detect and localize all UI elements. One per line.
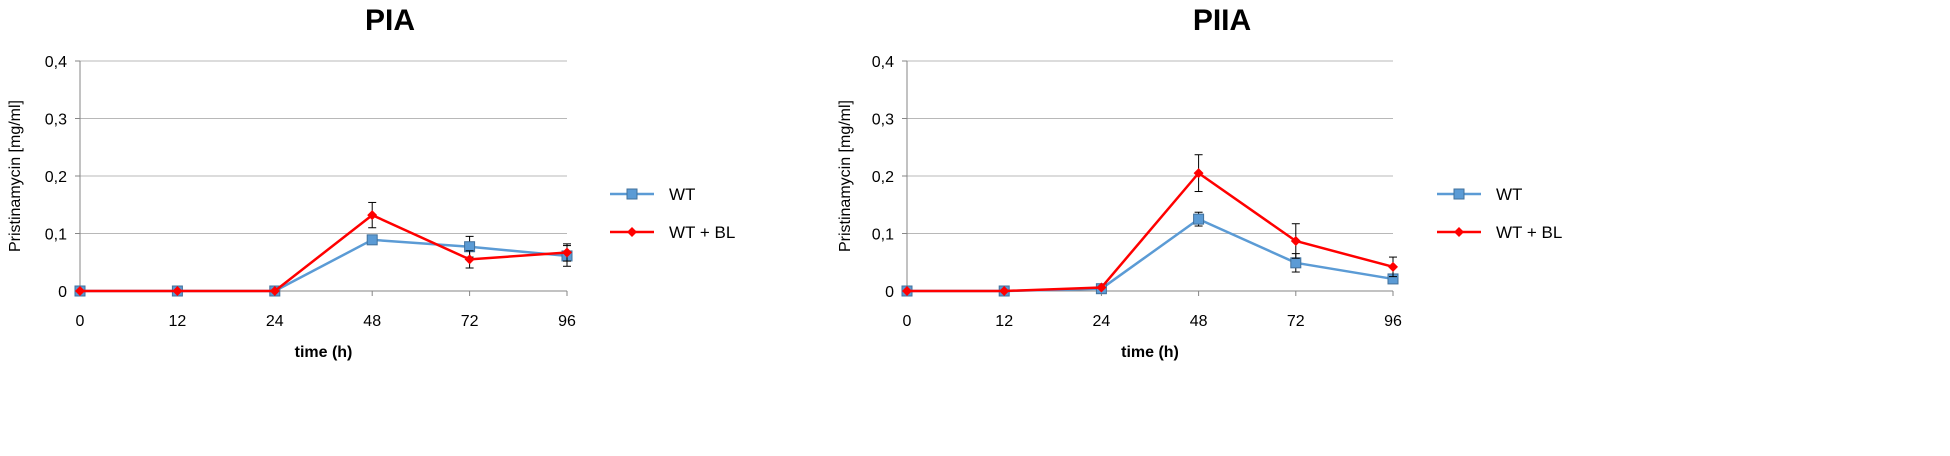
data-point [1193,213,1205,225]
legend-marker [1453,188,1465,200]
y-tick-label: 0,1 [872,227,894,244]
y-tick-label: 0,1 [45,227,67,244]
x-tick-label: 24 [1093,313,1111,330]
chart-panel-piia: PIIA 0 0,1 0,2 0,3 0,4 0 12 24 48 72 96 time (h) Pris… [826,0,1950,451]
data-point [464,241,476,253]
chart-piia: PIIA 0 0,1 0,2 0,3 0,4 0 12 24 48 72 96 time (h) Pris… [837,4,1562,361]
y-axis-label: Pristinamycin [mg/ml] [7,100,24,252]
x-axis-label: time (h) [295,344,353,361]
x-tick-label: 96 [1384,313,1402,330]
legend-label: WT [669,185,695,204]
chart-pia: PIA 0 0,1 0,2 0,3 0,4 0 12 24 48 72 96 time (h) Prist… [7,4,735,361]
x-tick-label: 12 [169,313,187,330]
data-point [1290,235,1301,246]
y-axis-label: Pristinamycin [mg/ml] [837,100,854,252]
legend-label: WT + BL [669,223,735,242]
series-line-wt-bl [907,171,1394,293]
data-point [269,286,280,296]
data-point [75,286,85,296]
x-tick-label: 72 [461,313,479,330]
data-point [1290,257,1302,269]
y-tick-label: 0,2 [45,169,67,186]
legend-label: WT [1496,185,1522,204]
legend-marker [1454,227,1464,237]
chart-panel-pia: PIA 0 0,1 0,2 0,3 0,4 0 12 24 48 72 96 time (h) Prist… [0,0,975,451]
data-point [999,286,1010,296]
legend-label: WT + BL [1496,223,1562,242]
y-tick-label: 0 [58,284,67,301]
x-tick-label: 0 [903,313,912,330]
y-tick-label: 0,2 [872,169,894,186]
y-tick-label: 0,3 [45,112,67,129]
data-point [1096,282,1107,293]
x-tick-label: 72 [1287,313,1305,330]
y-tick-label: 0 [885,284,894,301]
y-tick-label: 0,3 [872,112,894,129]
data-point [562,247,572,258]
y-tick-label: 0,4 [45,54,67,71]
series-line-wt [80,238,568,293]
chart-title: PIA [365,4,415,37]
x-tick-label: 48 [1190,313,1208,330]
series-line-wt-bl [80,213,568,293]
x-tick-label: 48 [363,313,381,330]
legend-marker [626,188,638,200]
x-tick-label: 96 [558,313,576,330]
chart-title: PIIA [1193,4,1251,37]
data-point [464,254,475,265]
x-tick-label: 0 [76,313,85,330]
data-point [1193,168,1204,179]
data-point [1388,261,1398,272]
data-point [367,210,378,221]
data-point [902,286,912,296]
x-axis-label: time (h) [1121,344,1179,361]
legend-marker [627,227,637,237]
x-tick-label: 12 [995,313,1013,330]
data-point [366,234,378,246]
x-tick-label: 24 [266,313,284,330]
y-tick-label: 0,4 [872,54,894,71]
data-point [172,286,183,296]
